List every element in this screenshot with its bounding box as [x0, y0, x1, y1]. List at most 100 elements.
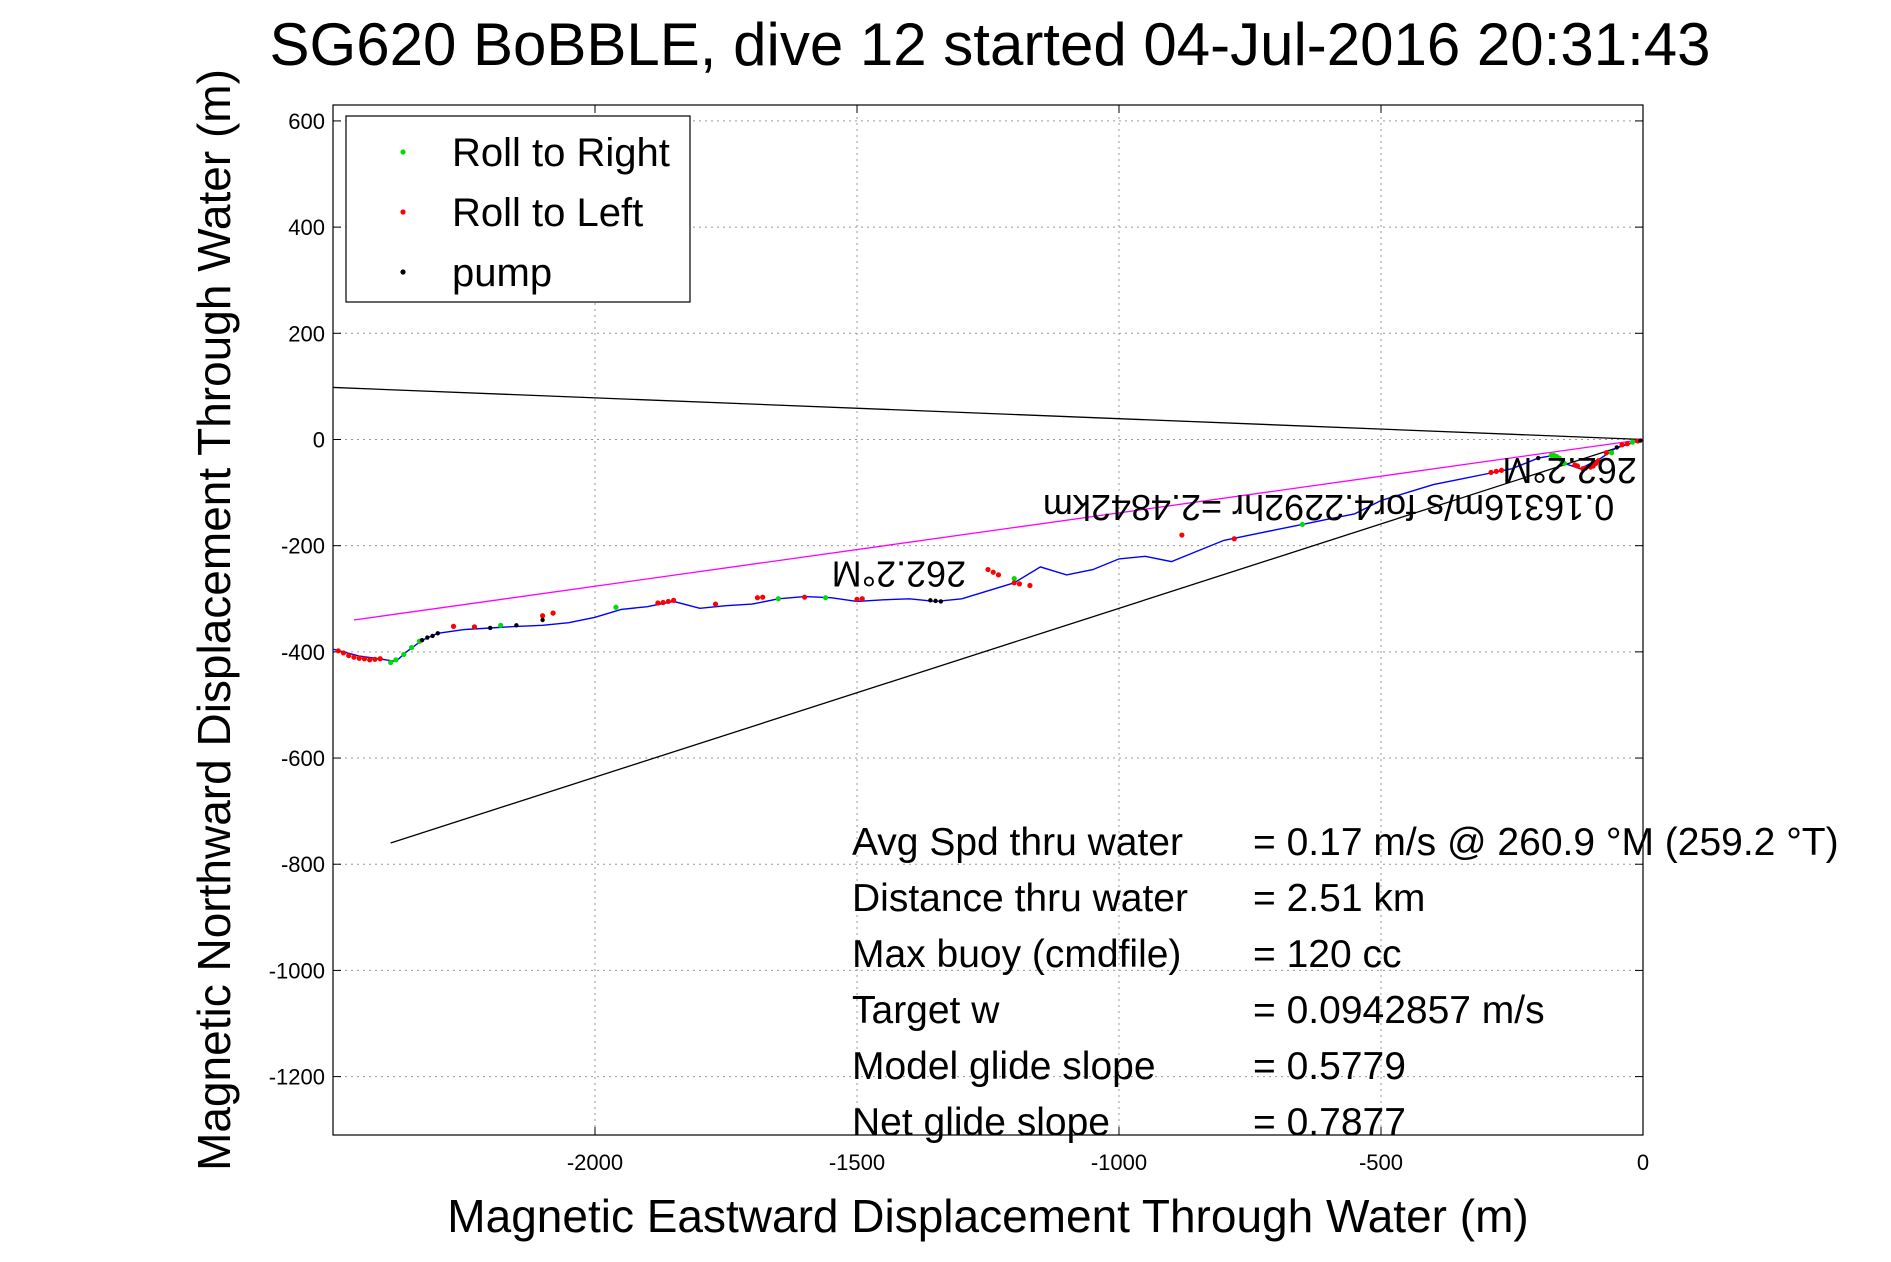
y-tick-label: -1200	[269, 1065, 325, 1090]
roll-left-point	[540, 613, 546, 619]
pump-point	[1638, 438, 1643, 443]
direction-annotation: 262.2°M	[832, 554, 966, 595]
roll-left-point	[335, 648, 341, 654]
roll-left-point	[1619, 442, 1625, 448]
roll-left-point	[854, 596, 860, 602]
magenta-line	[353, 438, 1643, 621]
roll-right-point	[775, 596, 782, 602]
y-tick-label: 600	[288, 109, 325, 134]
roll-left-point	[550, 610, 556, 616]
plot-area	[333, 386, 1643, 844]
roll-left-point	[372, 656, 378, 662]
roll-right-point	[498, 622, 504, 628]
y-tick-label: 0	[313, 427, 325, 452]
plot-frame	[332, 104, 1644, 1136]
roll-left-point	[995, 572, 1002, 578]
x-axis-ticks: -2000 -1500 -1000 -500 0	[567, 105, 1649, 1175]
roll-right-point	[401, 651, 407, 658]
legend-marker	[400, 269, 406, 275]
roll-left-point	[367, 657, 373, 663]
stat-value: = 0.5779	[1253, 1045, 1406, 1088]
current-line	[333, 386, 1643, 441]
y-tick-label: -800	[281, 852, 325, 877]
pump-point	[1614, 445, 1620, 450]
y-tick-label: 200	[288, 321, 325, 346]
roll-left-point	[1603, 450, 1609, 456]
direction-annotation: 262.2°M	[1502, 450, 1636, 491]
x-tick-label: -500	[1359, 1150, 1403, 1175]
roll-left-point	[671, 597, 677, 603]
stat-label: Avg Spd thru water	[852, 821, 1183, 864]
roll-left-point	[1493, 468, 1499, 474]
legend-marker	[400, 149, 406, 155]
x-tick-label: 0	[1637, 1150, 1649, 1175]
roll-left-point	[1624, 441, 1630, 447]
stat-value: = 0.7877	[1253, 1101, 1406, 1144]
pump-point	[928, 598, 933, 603]
pump-point	[430, 633, 435, 639]
roll-right-point	[1299, 521, 1305, 528]
stat-value: = 2.51 km	[1253, 877, 1425, 920]
stat-label: Net glide slope	[852, 1101, 1110, 1144]
stat-label: Distance thru water	[852, 877, 1188, 920]
pump-point	[488, 625, 493, 631]
x-tick-label: -2000	[567, 1150, 623, 1175]
roll-left-point	[1231, 536, 1237, 542]
stat-value: = 0.17 m/s @ 260.9 °M (259.2 °T)	[1253, 821, 1839, 864]
roll-left-point	[471, 624, 478, 630]
pump-point	[435, 631, 440, 636]
roll-left-point	[1488, 469, 1494, 476]
roll-left-point	[351, 654, 357, 660]
roll-left-point	[754, 595, 761, 601]
roll-right-point	[822, 595, 829, 601]
roll-right-point	[1548, 452, 1554, 459]
pump-point	[514, 623, 519, 628]
roll-left-point	[1011, 580, 1017, 586]
roll-left-point	[346, 652, 352, 659]
x-tick-label: -1500	[829, 1150, 885, 1175]
pump-point	[938, 599, 944, 604]
roll-left-point	[990, 569, 996, 575]
y-tick-label: -1000	[269, 958, 325, 983]
roll-left-point	[1027, 582, 1033, 589]
roll-left-point	[655, 600, 661, 606]
y-tick-label: -400	[281, 640, 325, 665]
roll-left-point	[1572, 462, 1578, 468]
pump-point	[540, 617, 545, 623]
roll-left-point	[760, 594, 766, 600]
stat-label: Target w	[852, 989, 1000, 1032]
roll-left-point	[356, 655, 362, 661]
roll-left-point	[1498, 467, 1505, 473]
roll-right-point	[409, 645, 415, 651]
roll-left-point	[377, 656, 383, 662]
roll-right-point	[613, 604, 619, 610]
roll-left-point	[859, 596, 865, 602]
roll-left-point	[660, 599, 666, 606]
roll-left-point	[1580, 466, 1586, 472]
legend-label: Roll to Right	[452, 131, 670, 175]
y-axis-label: Magnetic Northward Displacement Through …	[188, 69, 240, 1171]
glider-track-line	[333, 438, 1643, 663]
roll-right-point	[1011, 575, 1017, 582]
y-axis-ticks: 600 400 200 0 -200 -400 -600 -800 -1000 -1200	[269, 109, 1643, 1090]
pump-point	[1536, 455, 1541, 461]
heading-line	[390, 438, 1643, 844]
legend-label: Roll to Left	[452, 191, 643, 235]
roll-left-point	[665, 598, 671, 605]
roll-left-point	[1588, 464, 1594, 470]
pump-point	[425, 635, 430, 640]
roll-left-point	[985, 566, 991, 573]
legend-marker	[400, 209, 406, 215]
roll-right-point	[1629, 439, 1636, 445]
pump-point	[933, 598, 938, 604]
x-tick-label: -1000	[1091, 1150, 1147, 1175]
stat-value: = 0.0942857 m/s	[1253, 989, 1545, 1032]
roll-right-point	[388, 659, 394, 666]
roll-left-point	[450, 623, 457, 629]
roll-right-point	[393, 657, 399, 663]
roll-left-point	[340, 650, 347, 656]
legend-label: pump	[452, 251, 552, 295]
chart-title: SG620 BoBBLE, dive 12 started 04-Jul-201…	[270, 11, 1711, 78]
roll-right-point	[1608, 450, 1615, 456]
